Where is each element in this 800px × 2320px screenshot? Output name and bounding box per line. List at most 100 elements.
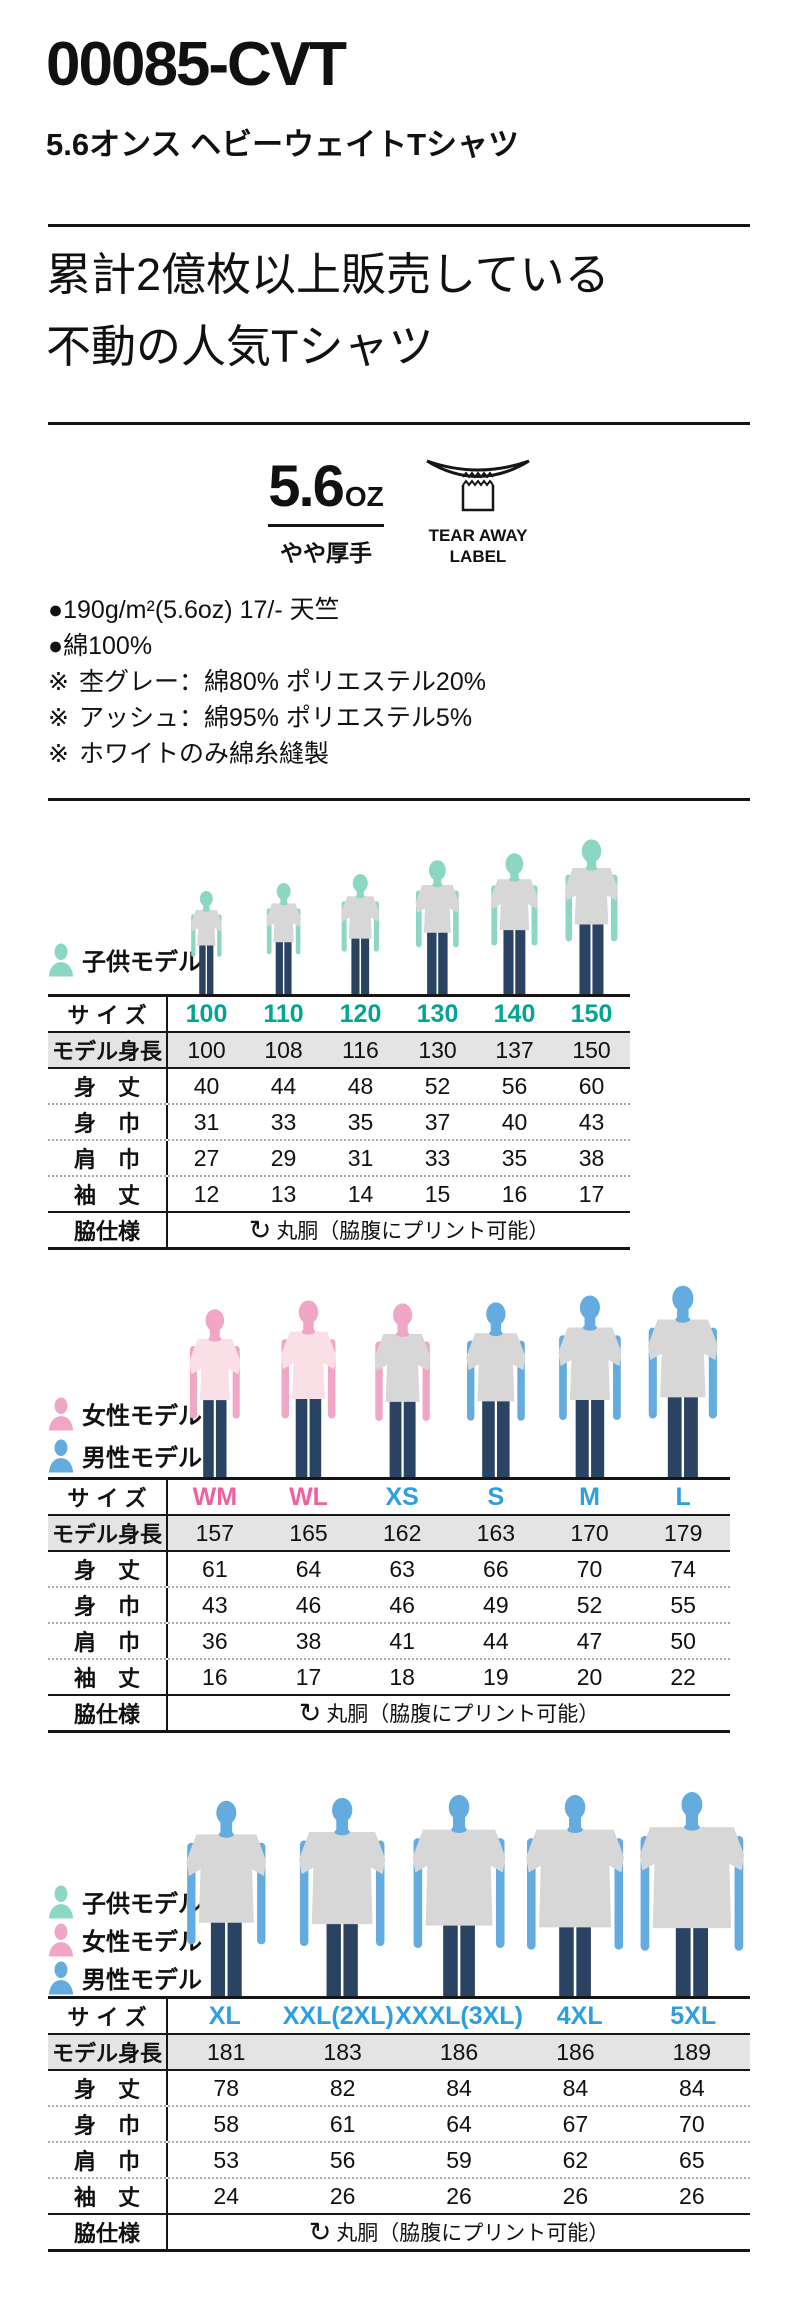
legend-item: 男性モデル [48, 1438, 202, 1473]
side-spec-value: ↻ 丸胴（脇腹にプリント可能） [168, 1213, 630, 1247]
row-label: 袖 丈 [48, 1177, 168, 1211]
side-spec-text: 丸胴（脇腹にプリント可能） [276, 1220, 550, 1243]
spec-text: ホワイトのみ綿糸縫製 [78, 740, 329, 768]
spec-marker: ※ [48, 740, 69, 768]
table-row: 袖 丈 16 17 18 19 20 22 [48, 1660, 730, 1694]
table-row: モデル身長 157 165 162 163 170 179 [48, 1516, 730, 1552]
male-model-icon [48, 1439, 74, 1472]
table-row: モデル身長 100 108 116 130 137 150 [48, 1033, 630, 1069]
table-cell: 65 [679, 2146, 705, 2173]
table-cell: 26 [329, 2182, 356, 2209]
row-label: サイズ [48, 997, 168, 1031]
table-cell: 44 [483, 1627, 509, 1654]
tear-away-label-icon [426, 459, 530, 512]
model-figure [536, 1292, 644, 1477]
model-figure [631, 1787, 753, 1996]
row-label: モデル身長 [48, 2035, 168, 2069]
spec-marker: ● [48, 596, 64, 624]
spec-item: ※ ホワイトのみ綿糸縫製 [48, 736, 758, 772]
model-figure [473, 852, 556, 994]
oz-line: 5.6OZ [258, 458, 394, 516]
table-cell: 13 [270, 1180, 297, 1207]
table-row: 袖 丈 24 26 26 26 26 [48, 2179, 750, 2213]
spec-item: ●綿100% [48, 628, 758, 664]
table-cell: 84 [679, 2074, 705, 2101]
table-cell: 29 [270, 1144, 297, 1171]
table-cell: 64 [446, 2110, 472, 2137]
row-label: 身 巾 [48, 1105, 168, 1139]
table-cell: 70 [576, 1555, 603, 1582]
row-label: 肩 巾 [48, 1624, 168, 1658]
table-cell: 18 [389, 1663, 415, 1690]
legend-label: 男性モデル [82, 1967, 202, 1994]
table-cell: 46 [389, 1591, 415, 1618]
size-value: XL [208, 2001, 241, 2030]
size-value: WM [192, 1482, 238, 1511]
legend-label: 子供モデル [82, 1891, 202, 1918]
size-value: WL [289, 1482, 328, 1511]
spec-text: 綿100% [63, 632, 153, 660]
size-value: 130 [416, 999, 459, 1028]
size-value: 150 [570, 999, 613, 1028]
table-cell: 64 [295, 1555, 322, 1582]
tear-away-caption: TEAR AWAY LABEL [418, 525, 538, 567]
female-model-icon [48, 1397, 74, 1430]
legend-label: 女性モデル [82, 1929, 202, 1956]
table-row: 身 丈 61 64 63 66 70 74 [48, 1552, 730, 1588]
table-cell: 43 [578, 1108, 605, 1135]
legend-label: 子供モデル [82, 949, 202, 976]
model-figure [251, 882, 316, 994]
size-value: 100 [185, 999, 228, 1028]
spec-marker: ● [48, 632, 64, 660]
size-value: 120 [339, 999, 382, 1028]
row-label: 身 巾 [48, 2107, 168, 2141]
side-spec-text: 丸胴（脇腹にプリント可能） [326, 1703, 600, 1726]
table-cell: 33 [270, 1108, 297, 1135]
table-cell: 170 [570, 1519, 609, 1546]
row-label: 身 丈 [48, 1552, 168, 1586]
legend-label: 女性モデル [82, 1403, 202, 1430]
size-value: M [579, 1482, 600, 1511]
table-cell: 41 [389, 1627, 415, 1654]
table-cell: 38 [295, 1627, 322, 1654]
model-figure [399, 1790, 519, 1996]
table-cell: 60 [578, 1072, 605, 1099]
table-cell: 70 [679, 2110, 705, 2137]
legend-item: 女性モデル [48, 1922, 202, 1957]
size-value: XS [385, 1482, 419, 1511]
table-cell: 33 [424, 1144, 451, 1171]
size-table: サイズ XL XXL(2XL) XXXL(3XL) 4XL 5XL モデル身長 181 183 1… [48, 1996, 750, 2252]
row-label: 袖 丈 [48, 2179, 168, 2213]
legend-label: 男性モデル [82, 1445, 202, 1472]
side-spec-row: 脇仕様 ↻ 丸胴（脇腹にプリント可能） [48, 1694, 730, 1730]
table-cell: 38 [578, 1144, 605, 1171]
table-cell: 26 [446, 2182, 472, 2209]
size-value: XXL(2XL) [282, 2001, 394, 2030]
table-cell: 53 [213, 2146, 239, 2173]
table-cell: 189 [672, 2038, 712, 2065]
table-cell: 100 [187, 1036, 226, 1063]
table-cell: 56 [501, 1072, 528, 1099]
table-row: 身 巾 43 46 46 49 52 55 [48, 1588, 730, 1624]
row-label: 身 巾 [48, 1588, 168, 1622]
table-row: サイズ XL XXL(2XL) XXXL(3XL) 4XL 5XL [48, 1999, 750, 2035]
model-figure [626, 1282, 740, 1477]
page-title: 00085-CVT [46, 30, 347, 99]
table-cell: 56 [329, 2146, 356, 2173]
table-cell: 62 [562, 2146, 589, 2173]
model-figure [165, 1306, 265, 1477]
model-figure [444, 1299, 548, 1477]
table-cell: 157 [195, 1519, 235, 1546]
side-spec-value: ↻ 丸胴（脇腹にプリント可能） [168, 1696, 730, 1730]
model-figure [256, 1297, 361, 1477]
table-row: 身 巾 58 61 64 67 70 [48, 2107, 750, 2143]
size-table: サイズ WM WL XS S M L モデル身長 157 165 162 163 170 179 身 丈 61… [48, 1477, 730, 1733]
table-cell: 20 [576, 1663, 603, 1690]
divider [48, 798, 750, 801]
table-row: 肩 巾 53 56 59 62 65 [48, 2143, 750, 2179]
table-cell: 48 [347, 1072, 374, 1099]
table-cell: 16 [202, 1663, 228, 1690]
size-value: 4XL [556, 2001, 603, 2030]
size-value: L [675, 1482, 691, 1511]
table-cell: 116 [342, 1036, 379, 1063]
